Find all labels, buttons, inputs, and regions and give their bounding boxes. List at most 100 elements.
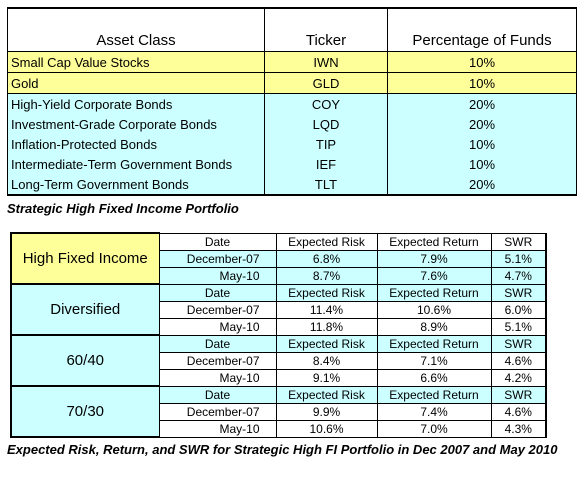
cell: IWN [264, 51, 388, 73]
column-header: Date [158, 283, 277, 302]
group: 60/40 Date Expected Risk Expected Return SWR… [10, 334, 547, 387]
cell: December-07 [158, 351, 277, 370]
cell: December-07 [158, 249, 277, 268]
column-header: Date [158, 232, 277, 251]
cell: May-10 [158, 368, 277, 387]
table-row: Inflation-Protected Bonds TIP 10% [7, 134, 577, 154]
cell: 5.1% [490, 249, 547, 268]
cell: December-07 [158, 402, 277, 421]
group: High Fixed Income Date Expected Risk Expect… [10, 232, 547, 285]
column-header: SWR [490, 385, 547, 404]
column-header: Expected Return [376, 334, 492, 353]
cell: May-10 [158, 317, 277, 336]
cell: 4.7% [490, 266, 547, 285]
group: 70/30 Date Expected Risk Expected Return SWR… [10, 385, 547, 438]
table-row: Long-Term Government Bonds TLT 20% [7, 174, 577, 196]
table-row: Small Cap Value Stocks IWN 10% [7, 51, 577, 73]
cell: May-10 [158, 266, 277, 285]
cell: 11.4% [275, 300, 378, 319]
caption: Expected Risk, Return, and SWR for Strat… [7, 442, 558, 457]
header-row: 60/40 Date Expected Risk Expected Return SWR [10, 334, 547, 387]
table-row: December-07 9.9% 7.4% 4.6% [11, 402, 547, 421]
cell: Intermediate-Term Government Bonds [7, 154, 265, 174]
header-row: Asset Class Ticker Percentage of Funds [7, 7, 577, 52]
table-row: December-07 8.4% 7.1% 4.6% [11, 351, 547, 370]
cell: 6.8% [275, 249, 378, 268]
cell: TIP [264, 134, 388, 154]
group-name: High Fixed Income [10, 232, 160, 285]
cell: Small Cap Value Stocks [7, 51, 265, 73]
risk-table: High Fixed Income Date Expected Risk Expect… [10, 232, 547, 438]
cell: 7.1% [376, 351, 492, 370]
table-row: Investment-Grade Corporate Bonds LQD 20% [7, 114, 577, 134]
table-row: May-10 8.7% 7.6% 4.7% [11, 266, 547, 285]
cell: 10% [387, 51, 577, 73]
cell: 20% [387, 174, 577, 196]
column-header: Expected Return [376, 385, 492, 404]
cell: 4.2% [490, 368, 547, 387]
cell: December-07 [158, 300, 277, 319]
table-row: May-10 11.8% 8.9% 5.1% [11, 317, 547, 336]
cell: 7.0% [376, 419, 492, 438]
table-row: Gold GLD 10% [7, 72, 577, 94]
table-row: May-10 9.1% 6.6% 4.2% [11, 368, 547, 387]
group-name: Diversified [10, 283, 160, 336]
table-body: Asset Class Ticker Percentage of Funds Smal… [7, 7, 577, 196]
cell: Inflation-Protected Bonds [7, 134, 265, 154]
cell: 4.3% [490, 419, 547, 438]
cell: 9.9% [275, 402, 378, 421]
cell: COY [264, 93, 388, 114]
column-header: Percentage of Funds [387, 7, 577, 52]
cell: Long-Term Government Bonds [7, 174, 265, 196]
cell: 8.9% [376, 317, 492, 336]
column-header: Asset Class [7, 7, 265, 52]
header-row: 70/30 Date Expected Risk Expected Return SWR [10, 385, 547, 438]
cell: 10% [387, 154, 577, 174]
allocation-table: Asset Class Ticker Percentage of Funds Smal… [7, 7, 577, 196]
column-header: Expected Risk [275, 385, 378, 404]
cell: High-Yield Corporate Bonds [7, 93, 265, 114]
header-row: Diversified Date Expected Risk Expected Ret… [10, 283, 547, 336]
cell: 5.1% [490, 317, 547, 336]
cell: IEF [264, 154, 388, 174]
cell: 8.7% [275, 266, 378, 285]
cell: 6.6% [376, 368, 492, 387]
cell: Investment-Grade Corporate Bonds [7, 114, 265, 134]
column-header: SWR [490, 283, 547, 302]
table-row: High-Yield Corporate Bonds COY 20% [7, 93, 577, 114]
caption: Strategic High Fixed Income Portfolio [7, 201, 239, 216]
cell: May-10 [158, 419, 277, 438]
column-header: Expected Return [376, 283, 492, 302]
cell: Gold [7, 72, 265, 94]
cell: 8.4% [275, 351, 378, 370]
cell: 20% [387, 93, 577, 114]
cell: 10.6% [376, 300, 492, 319]
cell: 7.6% [376, 266, 492, 285]
column-header: Date [158, 334, 277, 353]
group-name: 60/40 [10, 334, 160, 387]
column-header: Expected Risk [275, 334, 378, 353]
column-header: Expected Risk [275, 283, 378, 302]
column-header: SWR [490, 334, 547, 353]
table-row: December-07 6.8% 7.9% 5.1% [11, 249, 547, 268]
column-header: Expected Risk [275, 232, 378, 251]
column-header: Expected Return [376, 232, 492, 251]
cell: LQD [264, 114, 388, 134]
cell: GLD [264, 72, 388, 94]
group: Diversified Date Expected Risk Expected Ret… [10, 283, 547, 336]
cell: 11.8% [275, 317, 378, 336]
table-row: May-10 10.6% 7.0% 4.3% [11, 419, 547, 438]
cell: 10% [387, 134, 577, 154]
cell: 6.0% [490, 300, 547, 319]
cell: 10.6% [275, 419, 378, 438]
header-row: High Fixed Income Date Expected Risk Expect… [10, 232, 547, 285]
cell: 7.9% [376, 249, 492, 268]
group-name: 70/30 [10, 385, 160, 438]
table-row: Intermediate-Term Government Bonds IEF 10% [7, 154, 577, 174]
column-header: Ticker [264, 7, 388, 52]
cell: 4.6% [490, 351, 547, 370]
cell: TLT [264, 174, 388, 196]
cell: 10% [387, 72, 577, 94]
column-header: SWR [490, 232, 547, 251]
